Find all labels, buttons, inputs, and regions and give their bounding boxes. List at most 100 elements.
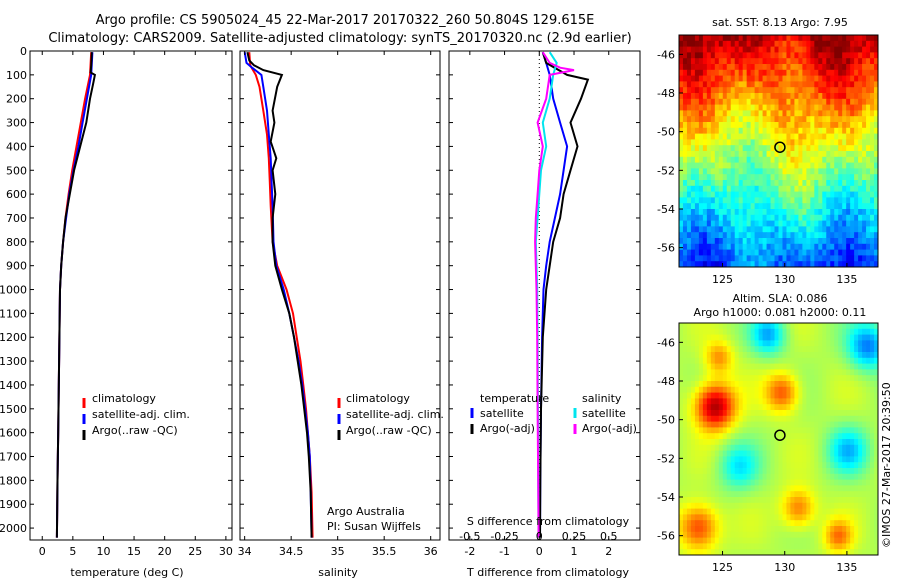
map-cell [706,328,712,335]
map-cell [754,520,759,527]
map-cell [746,456,752,463]
map-cell [766,238,771,245]
map-cell [862,485,867,492]
map-cell [810,508,815,515]
map-cell [758,93,763,100]
map-cell [842,197,847,204]
map-cell [858,226,863,233]
map-cell [702,232,708,239]
map-cell [718,40,724,47]
map-cell [830,93,835,100]
map-cell [798,323,803,330]
map-cell [822,122,827,129]
map-cell [746,415,752,422]
map-cell [734,456,740,463]
map-cell [694,473,700,480]
map-cell [866,168,871,175]
map-cell [846,421,851,428]
map-cell [682,491,688,498]
map-cell [854,369,859,376]
map-cell [702,69,708,76]
map-cell [862,381,867,388]
map-cell [690,139,696,146]
map-cell [786,433,791,440]
map-cell [706,427,712,434]
map-cell [710,35,716,42]
map-cell [774,502,779,509]
map-cell [874,127,879,134]
map-cell [734,52,740,59]
map-cell [838,58,843,65]
map-cell [742,35,748,42]
map-cell [870,537,875,544]
map-cell [858,197,863,204]
map-cell [770,168,775,175]
map-cell [758,415,763,422]
map-cell [726,174,732,181]
map-cell [774,328,779,335]
map-cell [690,415,696,422]
map-cell [858,328,863,335]
map-cell [858,363,863,370]
map-cell [830,328,835,335]
map-cell [838,491,843,498]
map-cell [802,323,807,330]
map-cell [722,220,728,227]
map-cell [750,64,756,71]
map-cell [866,462,871,469]
map-cell [818,421,823,428]
map-cell [858,220,863,227]
map-cell [786,386,791,393]
map-cell [778,87,783,94]
map-cell [786,537,791,544]
map-cell [782,357,787,364]
map-cell [750,162,756,169]
map-cell [842,156,847,163]
map-cell [718,174,724,181]
map-cell [734,249,740,256]
map-cell [726,439,732,446]
map-cell [790,110,795,117]
map-cell [854,444,859,451]
map-cell [790,346,795,353]
map-cell [846,479,851,486]
map-cell [818,456,823,463]
map-cell [866,375,871,382]
map-cell [834,328,839,335]
map-cell [698,145,704,152]
map-cell [706,168,712,175]
map-cell [738,162,744,169]
map-cell [698,340,704,347]
map-cell [714,392,720,399]
map-cell [790,473,795,480]
map-cell [858,323,863,330]
map-cell [762,415,767,422]
map-cell [694,243,700,250]
map-cell [782,40,787,47]
map-cell [710,375,716,382]
map-cell [714,185,720,192]
map-cell [870,410,875,417]
map-cell [738,415,744,422]
map-cell [718,491,724,498]
map-cell [802,238,807,245]
map-cell [750,502,756,509]
map-cell [866,151,871,158]
map-cell [814,352,819,359]
map-cell [722,122,728,129]
map-cell [794,421,799,428]
map-cell [810,214,815,221]
map-cell [734,386,740,393]
map-cell [698,220,704,227]
map-cell [774,543,779,550]
map-cell [842,127,847,134]
map-cell [754,352,759,359]
map-cell [806,174,811,181]
map-cell [770,145,775,152]
map-cell [770,116,775,123]
map-cell [834,323,839,330]
map-cell [798,75,803,82]
map-cell [858,156,863,163]
map-cell [858,35,863,42]
map-cell [870,346,875,353]
